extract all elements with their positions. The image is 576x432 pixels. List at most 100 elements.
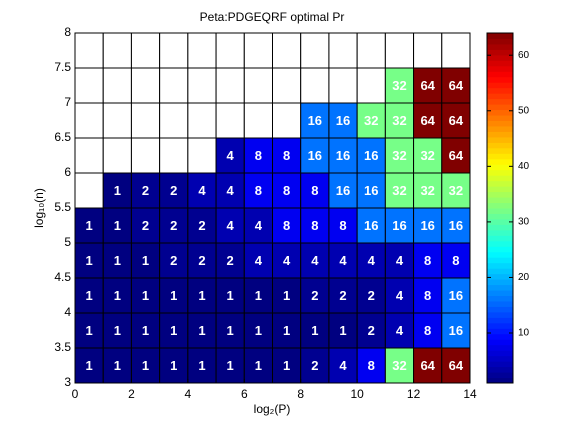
cell-label: 64 — [449, 148, 464, 163]
cell-label: 1 — [198, 358, 205, 373]
colorbar-segment — [487, 93, 513, 100]
y-tick-label: 6.5 — [54, 130, 71, 144]
cell-label: 16 — [420, 218, 434, 233]
cell-label: 8 — [424, 288, 431, 303]
x-axis-label: log₂(P) — [254, 402, 291, 416]
empty-cell — [159, 137, 189, 174]
colorbar-segment — [487, 158, 513, 165]
empty-cell — [300, 67, 330, 104]
cell-label: 1 — [311, 323, 318, 338]
colorbar-segment — [487, 136, 513, 143]
colorbar-segment — [487, 104, 513, 111]
cell-label: 32 — [449, 183, 463, 198]
colorbar-segment — [487, 60, 513, 67]
cell — [74, 207, 104, 244]
colorbar-segment — [487, 43, 513, 50]
cell — [102, 312, 132, 349]
y-tick-label: 6 — [64, 165, 71, 179]
cell — [243, 207, 274, 244]
empty-cell — [384, 32, 415, 69]
cell — [328, 207, 358, 244]
cell — [300, 277, 330, 314]
cell — [384, 347, 415, 384]
empty-cell — [159, 32, 189, 69]
cell-label: 2 — [227, 253, 234, 268]
y-tick-label: 5 — [64, 235, 71, 249]
empty-cell — [74, 67, 104, 104]
cell-label: 64 — [449, 358, 464, 373]
cell-label: 4 — [255, 218, 263, 233]
cell-label: 1 — [170, 358, 177, 373]
cell — [215, 207, 245, 244]
empty-cell — [243, 67, 274, 104]
cell-label: 4 — [396, 253, 404, 268]
cell-label: 1 — [170, 323, 177, 338]
cell-label: 8 — [283, 218, 290, 233]
cell — [159, 207, 189, 244]
colorbar-tick-label: 30 — [518, 217, 530, 228]
colorbar-segment — [487, 218, 513, 225]
empty-cell — [187, 32, 217, 69]
cell — [384, 137, 415, 174]
cell-label: 1 — [283, 323, 290, 338]
colorbar-segment — [487, 180, 513, 187]
empty-cell — [74, 102, 104, 139]
cell-label: 8 — [452, 253, 459, 268]
cell-label: 8 — [339, 218, 346, 233]
colorbar-frame — [486, 32, 514, 384]
x-tick-label: 6 — [241, 387, 248, 401]
empty-cell — [74, 137, 104, 174]
cell — [130, 277, 161, 314]
cell — [328, 312, 358, 349]
cell-label: 8 — [255, 183, 262, 198]
cell — [130, 207, 161, 244]
cell-label: 16 — [308, 148, 322, 163]
empty-cell — [328, 32, 358, 69]
colorbar-tick-label: 20 — [518, 272, 530, 283]
cell — [356, 242, 386, 279]
colorbar-segment — [487, 322, 513, 329]
cell-label: 2 — [142, 183, 149, 198]
cell-label: 64 — [420, 358, 435, 373]
colorbar-segment — [487, 295, 513, 302]
cell-label: 16 — [392, 218, 406, 233]
cell-label: 16 — [364, 218, 378, 233]
colorbar-segment — [487, 284, 513, 291]
cell-label: 32 — [420, 183, 434, 198]
cell — [74, 312, 104, 349]
colorbar-segment — [487, 115, 513, 121]
empty-cell — [187, 67, 217, 104]
cell-label: 16 — [364, 183, 378, 198]
colorbar-segment — [487, 202, 513, 209]
empty-cell — [272, 67, 302, 104]
colorbar-segment — [487, 300, 513, 307]
empty-cell — [102, 32, 132, 69]
cell-label: 1 — [255, 288, 262, 303]
cell — [441, 242, 471, 279]
cell-label: 8 — [283, 183, 290, 198]
cell-label: 16 — [449, 218, 463, 233]
empty-cell — [130, 67, 161, 104]
cell-label: 2 — [198, 218, 205, 233]
cell — [272, 312, 302, 349]
empty-cell — [413, 32, 443, 69]
empty-cell — [102, 67, 132, 104]
colorbar-segment — [487, 366, 513, 373]
cell — [300, 172, 330, 209]
cell-label: 64 — [449, 78, 464, 93]
colorbar-segment — [487, 191, 513, 198]
cell-label: 2 — [170, 253, 177, 268]
colorbar-segment — [487, 279, 513, 286]
empty-cell — [215, 67, 245, 104]
colorbar-segment — [487, 262, 513, 269]
colorbar-segment — [487, 344, 513, 351]
colorbar-tick-label: 10 — [518, 328, 530, 339]
cell-label: 1 — [114, 253, 121, 268]
cell-label: 8 — [424, 323, 431, 338]
empty-cell — [187, 102, 217, 139]
cell-label: 1 — [114, 323, 121, 338]
empty-cell — [356, 67, 386, 104]
cell — [413, 347, 443, 384]
empty-cell — [441, 32, 471, 69]
